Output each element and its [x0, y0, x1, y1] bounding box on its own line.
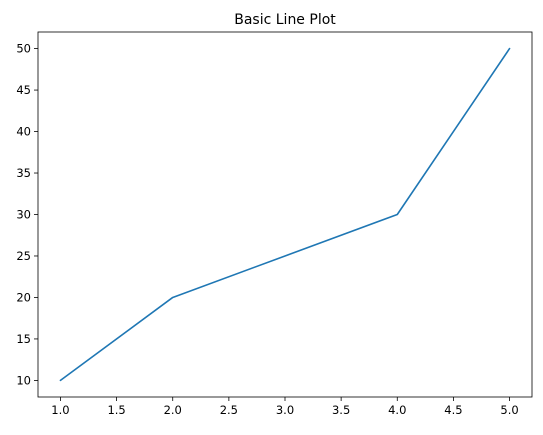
x-tick-label: 3.0: [276, 403, 294, 417]
y-tick-label: 20: [16, 290, 31, 304]
x-tick-label: 1.0: [51, 403, 69, 417]
series-layer: [59, 47, 511, 382]
y-tick-label: 45: [16, 83, 31, 97]
y-tick-label: 35: [16, 166, 31, 180]
chart-title: Basic Line Plot: [234, 12, 336, 28]
y-tick-label: 15: [16, 332, 31, 346]
x-tick-label: 1.5: [107, 403, 125, 417]
y-tick-label: 10: [16, 373, 31, 387]
series-line: [59, 47, 511, 382]
x-tick-label: 2.5: [220, 403, 238, 417]
x-tick-label: 4.5: [444, 403, 462, 417]
x-tick-label: 2.0: [164, 403, 182, 417]
y-tick-label: 40: [16, 125, 31, 139]
x-tick-label: 5.0: [500, 403, 518, 417]
x-tick-label: 3.5: [332, 403, 350, 417]
y-tick-label: 25: [16, 249, 31, 263]
x-axis: 1.0 1.5 2.0 2.5 3.0 3.5 4.0 4.5 5.0: [51, 397, 519, 417]
y-tick-label: 50: [16, 42, 31, 56]
y-tick-label: 30: [16, 208, 31, 222]
y-axis: 10 15 20 25 30 35 40 45 50: [16, 42, 38, 387]
x-tick-label: 4.0: [388, 403, 406, 417]
